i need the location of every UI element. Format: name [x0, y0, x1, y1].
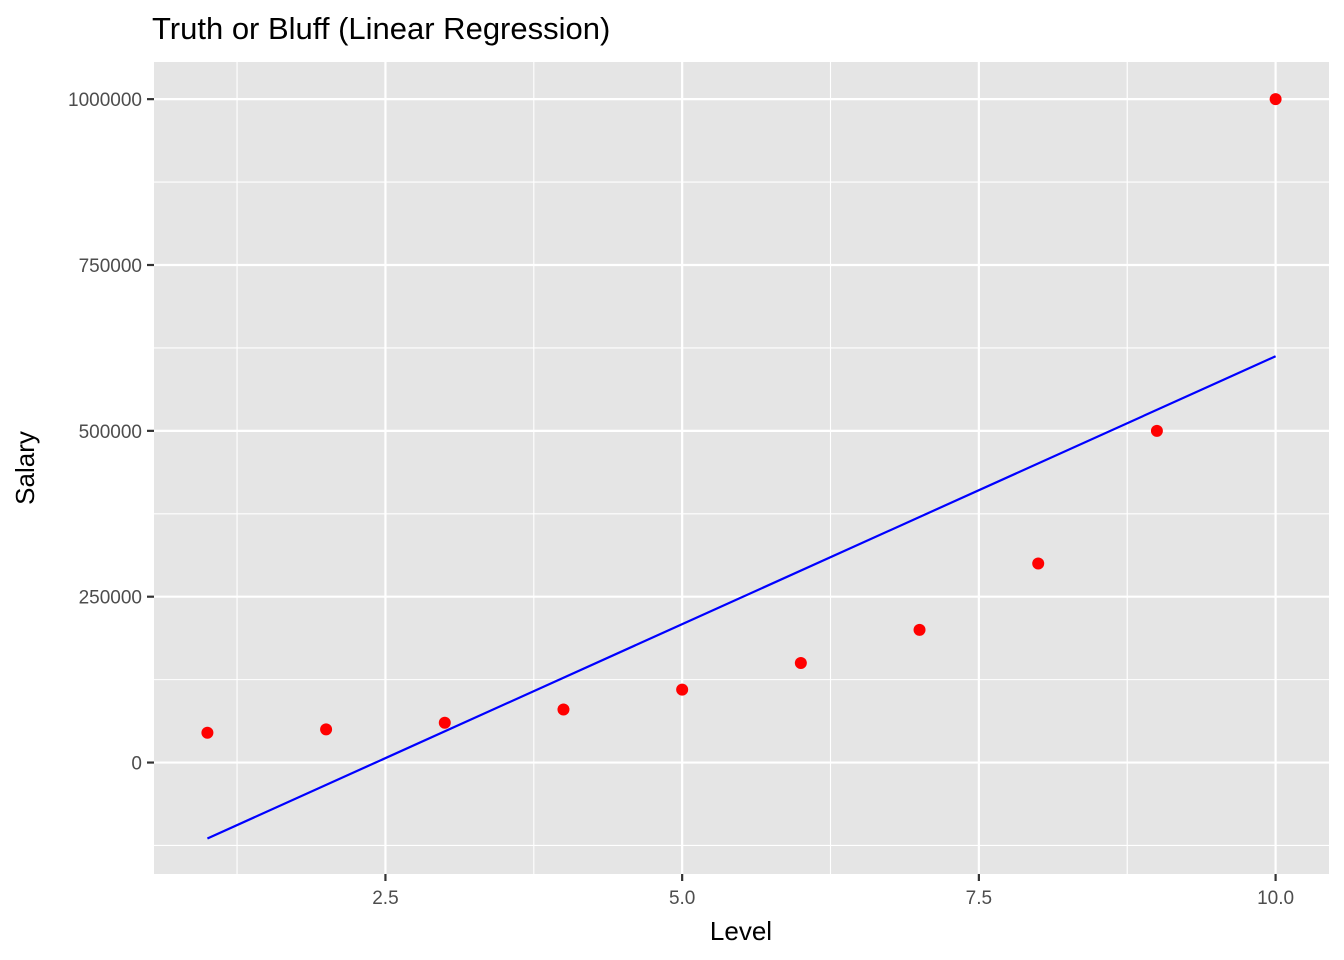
data-point [913, 623, 926, 636]
chart-title: Truth or Bluff (Linear Regression) [152, 11, 610, 46]
y-axis-title: Salary [10, 431, 40, 505]
data-point [201, 726, 214, 739]
x-tick-label: 10.0 [1257, 888, 1294, 909]
major-gridlines [154, 62, 1329, 874]
x-axis: 2.5 5.0 7.5 10.0 [372, 874, 1294, 909]
y-tick-label: 250000 [79, 588, 142, 609]
x-tick-label: 2.5 [372, 888, 398, 909]
plot-panel [154, 62, 1329, 874]
y-axis: 0 250000 500000 750000 1000000 [68, 90, 154, 775]
data-point [1150, 424, 1163, 437]
x-axis-title: Level [710, 916, 772, 946]
x-tick-label: 7.5 [966, 888, 992, 909]
y-tick-label: 1000000 [68, 90, 142, 111]
regression-line-group [206, 355, 1277, 840]
minor-gridlines [154, 62, 1329, 874]
data-point [557, 703, 570, 716]
y-tick-label: 750000 [79, 256, 142, 277]
data-point [794, 657, 807, 670]
data-point [438, 716, 451, 729]
y-tick-label: 0 [131, 754, 142, 775]
data-point [320, 723, 333, 736]
data-points [201, 93, 1282, 739]
data-point [1269, 93, 1282, 106]
data-point [676, 683, 689, 696]
data-point [1032, 557, 1045, 570]
y-tick-label: 500000 [79, 422, 142, 443]
x-tick-label: 5.0 [669, 888, 695, 909]
regression-line [206, 355, 1277, 840]
